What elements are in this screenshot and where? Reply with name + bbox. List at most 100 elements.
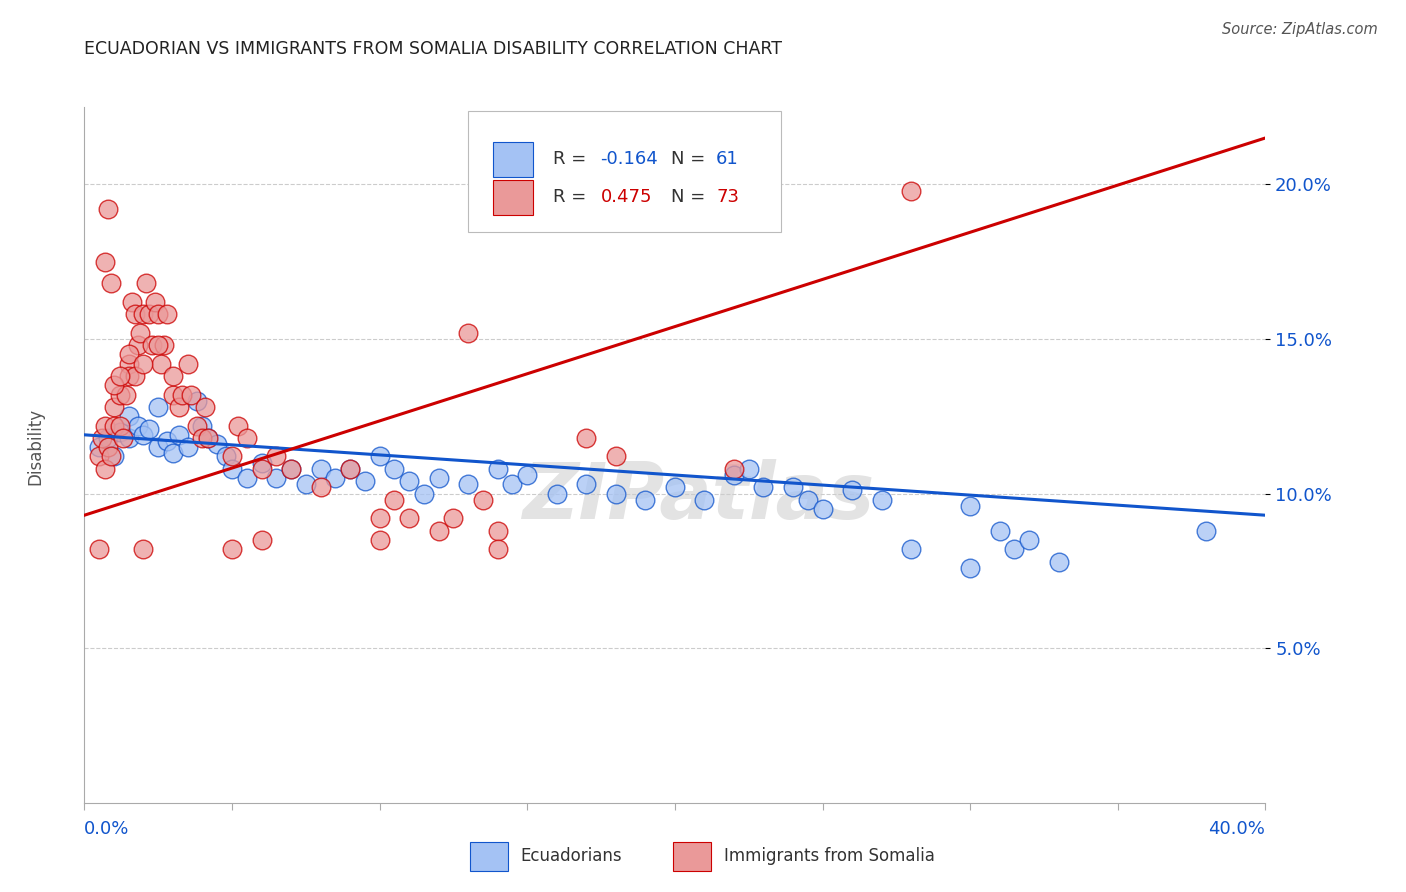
Point [132,307,155,321]
Text: 73: 73 [716,188,740,206]
Point [94,254,117,268]
Point [738,462,761,476]
Text: ZIPatlas: ZIPatlas [523,458,875,534]
Point [87,542,111,557]
Text: 0.0%: 0.0% [84,821,129,838]
Point [132,427,155,442]
FancyBboxPatch shape [494,180,533,215]
Point [191,431,214,445]
Point [382,492,406,507]
Point [148,440,170,454]
Point [368,533,391,547]
Point [959,499,981,513]
Point [516,468,538,483]
Point [486,524,509,538]
Point [1004,542,1026,557]
Point [167,427,190,442]
Point [138,422,160,436]
Point [87,450,111,464]
Text: Disability: Disability [27,408,44,484]
Point [124,369,146,384]
Point [339,462,361,476]
Point [264,450,288,464]
Text: R =: R = [553,150,592,169]
Point [103,450,125,464]
Point [148,307,170,321]
Point [162,446,184,460]
Point [1018,533,1040,547]
Text: ECUADORIAN VS IMMIGRANTS FROM SOMALIA DISABILITY CORRELATION CHART: ECUADORIAN VS IMMIGRANTS FROM SOMALIA DI… [84,40,782,58]
Point [191,418,214,433]
Point [118,369,141,384]
Point [413,486,436,500]
Point [156,307,179,321]
Point [100,277,122,291]
Point [197,431,219,445]
Point [186,393,208,408]
Point [167,400,190,414]
Point [486,542,509,557]
Point [177,440,200,454]
Point [501,477,523,491]
Text: 0.475: 0.475 [600,188,652,206]
Point [153,338,176,352]
Point [1195,524,1218,538]
Point [546,486,568,500]
Text: 61: 61 [716,150,740,169]
Point [215,450,238,464]
Point [457,477,479,491]
Point [575,431,598,445]
Point [97,440,120,454]
Point [605,450,627,464]
Point [309,480,332,494]
Point [723,462,745,476]
Point [108,425,131,439]
Point [205,437,228,451]
Point [959,561,981,575]
Point [575,477,598,491]
Point [118,409,141,424]
Point [118,347,141,361]
Point [121,294,143,309]
Point [141,338,163,352]
Point [143,294,166,309]
Point [221,542,243,557]
Point [148,338,170,352]
Point [339,462,361,476]
Point [457,326,479,340]
Point [295,477,318,491]
Point [97,202,120,216]
FancyBboxPatch shape [468,111,782,232]
Point [135,277,157,291]
Point [180,387,202,401]
Point [782,480,804,494]
Point [796,492,818,507]
Text: N =: N = [671,150,711,169]
Point [398,511,420,525]
Text: 40.0%: 40.0% [1209,821,1265,838]
Point [103,378,125,392]
Text: Immigrants from Somalia: Immigrants from Somalia [724,847,935,865]
Point [111,431,134,445]
Point [280,462,302,476]
Text: Ecuadorians: Ecuadorians [520,847,621,865]
Point [323,471,347,485]
Text: N =: N = [671,188,711,206]
Point [94,418,117,433]
Point [280,462,302,476]
Point [97,431,120,445]
Point [114,387,136,401]
Point [634,492,657,507]
Point [1047,555,1070,569]
Point [235,431,259,445]
Point [170,387,193,401]
Point [108,387,131,401]
Point [250,462,273,476]
Point [221,462,243,476]
Point [235,471,259,485]
Point [841,483,863,498]
Point [382,462,406,476]
Point [118,431,141,445]
Point [132,357,155,371]
Point [605,486,627,500]
